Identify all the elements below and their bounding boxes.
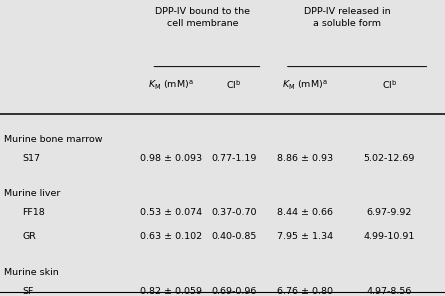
Text: Murine liver: Murine liver [4,189,61,198]
Text: 0.98 ± 0.093: 0.98 ± 0.093 [140,154,202,163]
Text: 4.97-8.56: 4.97-8.56 [367,287,412,296]
Text: 0.40-0.85: 0.40-0.85 [211,232,256,241]
Text: S17: S17 [22,154,40,163]
Text: DPP-IV released in
a soluble form: DPP-IV released in a soluble form [304,7,390,28]
Text: $\mathit{K}_\mathrm{M}$ (mM)$^\mathrm{a}$: $\mathit{K}_\mathrm{M}$ (mM)$^\mathrm{a}… [149,78,194,92]
Text: 0.63 ± 0.102: 0.63 ± 0.102 [140,232,202,241]
Text: CI$^\mathrm{b}$: CI$^\mathrm{b}$ [382,78,397,91]
Text: 0.53 ± 0.074: 0.53 ± 0.074 [140,208,202,217]
Text: 0.77-1.19: 0.77-1.19 [211,154,256,163]
Text: 6.76 ± 0.80: 6.76 ± 0.80 [277,287,333,296]
Text: FF18: FF18 [22,208,45,217]
Text: 4.99-10.91: 4.99-10.91 [364,232,415,241]
Text: 8.86 ± 0.93: 8.86 ± 0.93 [277,154,333,163]
Text: DPP-IV bound to the
cell membrane: DPP-IV bound to the cell membrane [155,7,250,28]
Text: 5.02-12.69: 5.02-12.69 [364,154,415,163]
Text: 7.95 ± 1.34: 7.95 ± 1.34 [277,232,333,241]
Text: GR: GR [22,232,36,241]
Text: 8.44 ± 0.66: 8.44 ± 0.66 [277,208,333,217]
Text: 0.82 ± 0.059: 0.82 ± 0.059 [140,287,202,296]
Text: SF: SF [22,287,34,296]
Text: 6.97-9.92: 6.97-9.92 [367,208,412,217]
Text: Murine skin: Murine skin [4,268,59,277]
Text: 0.37-0.70: 0.37-0.70 [211,208,256,217]
Text: Murine bone marrow: Murine bone marrow [4,135,103,144]
Text: $\mathit{K}_\mathrm{M}$ (mM)$^\mathrm{a}$: $\mathit{K}_\mathrm{M}$ (mM)$^\mathrm{a}… [282,78,328,92]
Text: CI$^\mathrm{b}$: CI$^\mathrm{b}$ [226,78,241,91]
Text: 0.69-0.96: 0.69-0.96 [211,287,256,296]
